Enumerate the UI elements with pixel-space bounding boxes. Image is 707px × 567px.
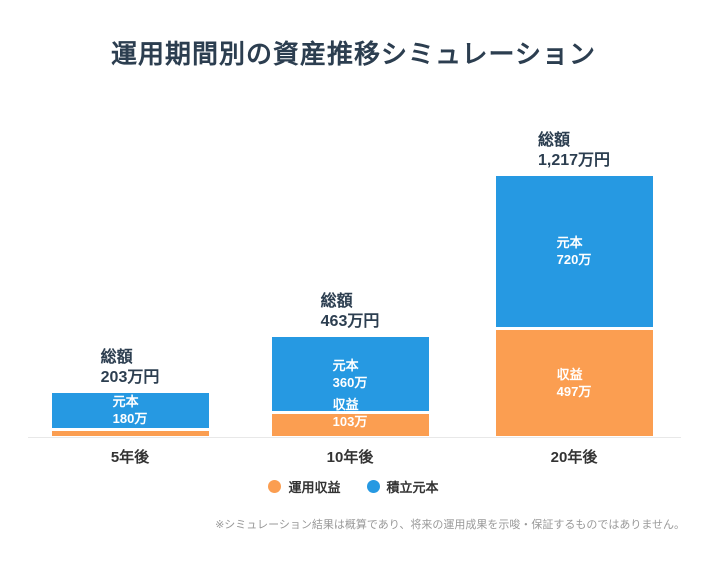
bar-1-total-label: 総額 463万円 (320, 293, 380, 331)
bar-0-segment-0 (51, 431, 209, 436)
disclaimer-note: ※シミュレーション結果は概算であり、将来の運用成果を示唆・保証するものではありま… (215, 519, 685, 531)
chart-legend: 運用収益 積立元本 (0, 477, 707, 496)
bar-1-segment-label: 元本 360万 (332, 358, 368, 391)
bar-1: 元本 360万 収益 103万 (271, 337, 429, 436)
bar-2-segment-1: 元本 720万 (495, 176, 653, 330)
x-axis-label-2: 20年後 (550, 449, 598, 466)
bar-0-total-label: 総額 203万円 (100, 348, 160, 386)
bar-1-segment-label: 収益 103万 (332, 397, 368, 429)
legend-profit-label: 運用収益 (288, 480, 341, 495)
chart-title: 運用期間別の資産推移シミュレーション (111, 39, 596, 69)
bar-0-segment-label: 元本 180万 (112, 394, 148, 427)
x-axis-label-0: 5年後 (110, 449, 150, 466)
legend-profit-dot-icon (268, 480, 282, 493)
bar-2-segment-0: 収益 497万 (495, 329, 653, 436)
legend-principal-dot-icon (366, 480, 380, 493)
legend-principal-label: 積立元本 (386, 480, 439, 495)
bar-2-segment-label: 元本 720万 (556, 235, 592, 268)
bar-0: 元本 180万 (51, 392, 209, 436)
x-axis-baseline (28, 437, 681, 438)
x-axis-label-1: 10年後 (326, 449, 374, 466)
bar-2-segment-label: 収益 497万 (556, 366, 592, 399)
bar-0-segment-1: 元本 180万 (51, 392, 209, 432)
legend-item-principal: 積立元本 (366, 477, 439, 496)
bar-1-segment-1: 元本 360万 (271, 337, 429, 414)
bar-1-segment-0: 収益 103万 (271, 397, 429, 436)
legend-item-profit: 運用収益 (268, 477, 341, 496)
bar-2-total-label: 総額 1,217万円 (537, 132, 611, 169)
bar-2: 元本 720万 収益 497万 (495, 176, 653, 436)
